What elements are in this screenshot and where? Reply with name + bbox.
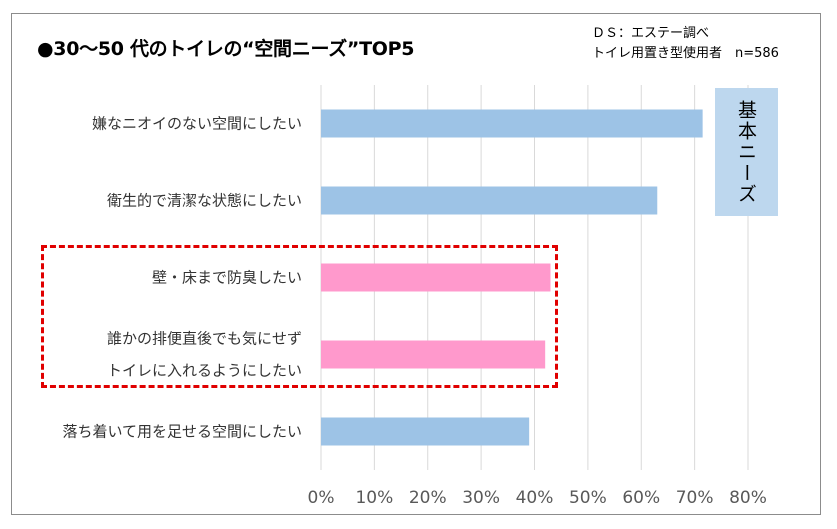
bar-3 xyxy=(321,263,551,292)
bar-2 xyxy=(321,186,658,215)
tick-label-20: 20% xyxy=(409,488,447,508)
basic-needs-box: 基本ニーズ xyxy=(715,88,778,216)
category-label-3: 壁・床まで防臭したい xyxy=(152,269,302,287)
category-label-2: 衛生的で清潔な状態にしたい xyxy=(107,192,302,210)
tick-label-40: 40% xyxy=(516,488,554,508)
source-note: ＤＳ：エステー調べ トイレ用置き型使用者 n=586 xyxy=(592,24,779,64)
basic-needs-label: 基本ニーズ xyxy=(735,99,757,205)
tick-label-10: 10% xyxy=(355,488,393,508)
category-label-4-line-1: 誰かの排便直後でも気にせず xyxy=(107,330,302,348)
tick-labels: 0% 10% 20% 30% 40% 50% 60% 70% 80% xyxy=(308,488,767,508)
tick-label-0: 0% xyxy=(308,488,335,508)
category-label-5: 落ち着いて用を足せる空間にしたい xyxy=(62,423,302,441)
bar-5 xyxy=(321,417,530,446)
source-line-2: トイレ用置き型使用者 n=586 xyxy=(592,46,779,61)
category-labels: 嫌なニオイのない空間にしたい衛生的で清潔な状態にしたい壁・床まで防臭したい誰かの… xyxy=(62,115,302,441)
bar-1 xyxy=(321,109,703,138)
tick-label-70: 70% xyxy=(676,488,714,508)
source-line-1: ＤＳ：エステー調べ xyxy=(592,26,710,41)
chart-title: ●30～50 代のトイレの“空間ニーズ”TOP5 xyxy=(37,38,415,60)
tick-label-50: 50% xyxy=(569,488,607,508)
bars xyxy=(321,109,703,446)
tick-label-60: 60% xyxy=(622,488,660,508)
highlight-dashed-box xyxy=(41,245,558,388)
tick-label-80: 80% xyxy=(729,488,767,508)
tick-label-30: 30% xyxy=(462,488,500,508)
category-label-1: 嫌なニオイのない空間にしたい xyxy=(92,115,302,133)
category-label-4-line-2: トイレに入れるようにしたい xyxy=(107,362,302,380)
bar-4 xyxy=(321,340,546,369)
